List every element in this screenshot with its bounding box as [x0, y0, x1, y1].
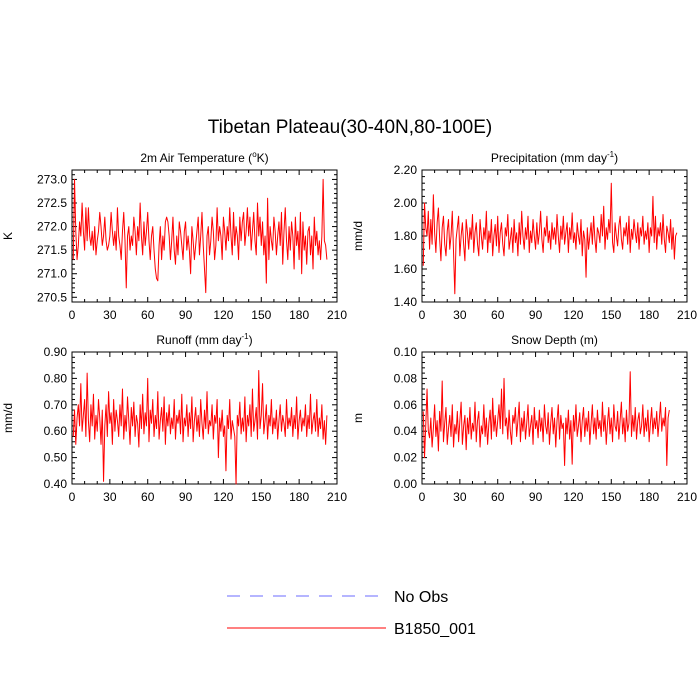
- y-tick-label: 0.04: [394, 424, 418, 438]
- x-tick-label: 210: [327, 490, 347, 504]
- x-tick-label: 90: [179, 490, 193, 504]
- x-tick-label: 120: [563, 308, 583, 322]
- y-tick-label: 0.02: [394, 451, 418, 465]
- panel-air-temperature: 2m Air Temperature (oK) K 0 30 60 90 120 150 180…: [1, 150, 347, 322]
- y-tick-label: 273.0: [37, 172, 67, 186]
- x-tick-label: 180: [639, 308, 659, 322]
- y-tick-label: 0.50: [44, 451, 68, 465]
- y-tick-label: 2.00: [394, 196, 418, 210]
- y-axis-label: mm/d: [1, 403, 15, 433]
- x-tick-label: 60: [491, 490, 505, 504]
- panel-runoff: Runoff (mm day-1) mm/d 0 30 60 90 120 150 180 210…: [1, 332, 347, 504]
- x-tick-label: 120: [213, 490, 233, 504]
- panel-precipitation: Precipitation (mm day-1) mm/d 0 30 60 90 120 15…: [351, 150, 697, 322]
- y-axis-label: m: [351, 413, 365, 423]
- legend-label-b1850-001: B1850_001: [394, 621, 476, 638]
- series-line-b1850-001: [72, 369, 328, 485]
- panel-title: Runoff (mm day-1): [156, 332, 252, 347]
- panel-snow-depth: Snow Depth (m) m 0 30 60 90 120 150 180 210 0.00 0.…: [351, 333, 697, 504]
- x-tick-label: 0: [69, 308, 76, 322]
- x-tick-label: 210: [677, 308, 697, 322]
- y-tick-label: 1.80: [394, 229, 418, 243]
- y-tick-label: 2.20: [394, 163, 418, 177]
- x-tick-label: 210: [327, 308, 347, 322]
- legend: No Obs B1850_001: [227, 589, 476, 638]
- y-tick-label: 0.40: [44, 477, 68, 491]
- x-tick-label: 30: [453, 490, 467, 504]
- plot-frame: [421, 351, 688, 485]
- x-tick-label: 180: [639, 490, 659, 504]
- y-tick-label: 0.60: [44, 424, 68, 438]
- y-tick-label: 0.70: [44, 398, 68, 412]
- y-tick-label: 272.0: [37, 220, 67, 234]
- x-tick-label: 150: [251, 308, 271, 322]
- figure-title: Tibetan Plateau(30-40N,80-100E): [208, 117, 492, 138]
- x-tick-label: 150: [601, 308, 621, 322]
- y-tick-label: 272.5: [37, 196, 67, 210]
- x-tick-label: 180: [289, 308, 309, 322]
- x-tick-label: 0: [419, 490, 426, 504]
- panel-title: 2m Air Temperature (oK): [140, 150, 268, 165]
- x-tick-label: 30: [103, 490, 117, 504]
- y-tick-label: 0.80: [44, 371, 68, 385]
- x-tick-label: 180: [289, 490, 309, 504]
- y-tick-label: 0.10: [394, 345, 418, 359]
- x-tick-label: 30: [453, 308, 467, 322]
- x-tick-label: 90: [529, 308, 543, 322]
- y-tick-label: 270.5: [37, 290, 67, 304]
- legend-label-no-obs: No Obs: [394, 589, 448, 606]
- series-line-b1850-001: [422, 182, 678, 295]
- x-tick-label: 60: [141, 490, 155, 504]
- x-tick-label: 210: [677, 490, 697, 504]
- series-line-b1850-001: [422, 371, 670, 467]
- x-tick-label: 120: [213, 308, 233, 322]
- x-tick-label: 0: [419, 308, 426, 322]
- y-tick-label: 0.08: [394, 371, 418, 385]
- y-tick-label: 271.5: [37, 243, 67, 257]
- y-axis-label: mm/d: [351, 221, 365, 251]
- y-tick-label: 1.60: [394, 262, 418, 276]
- panel-title: Precipitation (mm day-1): [491, 150, 618, 165]
- y-axis-label: K: [1, 232, 15, 240]
- panel-title: Snow Depth (m): [511, 333, 598, 347]
- plot-frame: [71, 351, 338, 485]
- x-tick-label: 0: [69, 490, 76, 504]
- x-tick-label: 150: [251, 490, 271, 504]
- x-tick-label: 30: [103, 308, 117, 322]
- series-line-b1850-001: [72, 178, 328, 294]
- x-tick-label: 90: [179, 308, 193, 322]
- x-tick-label: 60: [491, 308, 505, 322]
- y-tick-label: 271.0: [37, 267, 67, 281]
- y-tick-label: 0.90: [44, 345, 68, 359]
- y-tick-label: 0.06: [394, 398, 418, 412]
- y-tick-label: 1.40: [394, 295, 418, 309]
- x-tick-label: 120: [563, 490, 583, 504]
- x-tick-label: 60: [141, 308, 155, 322]
- x-tick-label: 90: [529, 490, 543, 504]
- x-tick-label: 150: [601, 490, 621, 504]
- y-tick-label: 0.00: [394, 477, 418, 491]
